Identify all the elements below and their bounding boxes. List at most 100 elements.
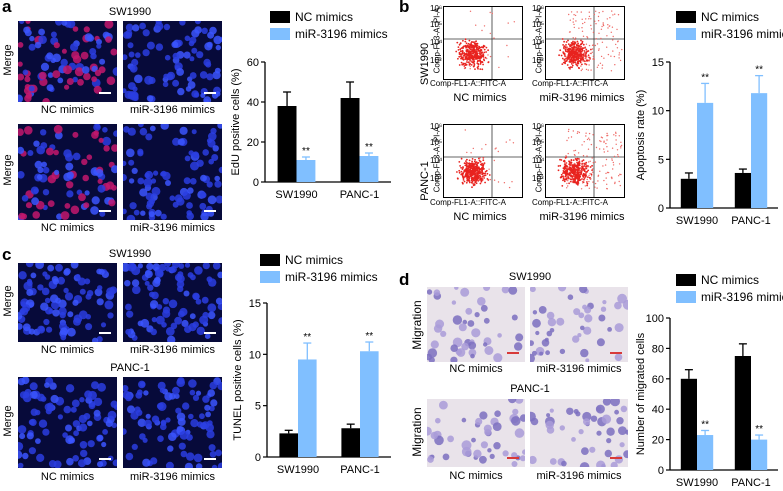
significance-mark: ** <box>365 331 373 342</box>
micro-d-2 <box>530 287 628 362</box>
panel-c-cell-line-top: SW1990 <box>108 248 152 260</box>
panel-d-caption-4: miR-3196 mimics <box>536 470 622 482</box>
y-tick-label: 60 <box>652 374 664 386</box>
flow-x-axis-label-4: Comp-FL1-A::FITC-A <box>532 198 609 207</box>
legend-label-0: NC mimics <box>701 273 759 287</box>
micro-a-2 <box>123 21 222 102</box>
panel-c-caption-3: NC mimics <box>40 471 95 483</box>
flow-tick-16: 10³ <box>532 174 544 183</box>
bar-1-0 <box>340 98 360 182</box>
y-tick-label: 100 <box>646 313 664 325</box>
panel-d-label: d <box>399 270 410 289</box>
legend-label-1: miR-3196 mimics <box>285 270 378 284</box>
micro-c-4 <box>123 377 222 468</box>
y-tick-label: 60 <box>247 57 259 69</box>
bar-0-1 <box>697 102 714 208</box>
significance-mark: ** <box>755 424 763 435</box>
x-tick-label: PANC-1 <box>340 189 380 201</box>
y-tick-label: 10 <box>652 106 664 118</box>
y-tick-label: 0 <box>658 465 664 477</box>
bar-0-0 <box>680 178 697 208</box>
significance-mark: ** <box>365 142 373 153</box>
y-tick-label: 20 <box>652 435 664 447</box>
panel-a-caption-2: miR-3196 mimics <box>130 104 215 116</box>
bar-0-1 <box>296 160 316 182</box>
panel-a-row-label-2: Merge <box>2 154 14 186</box>
panel-b-caption-4: miR-3196 mimics <box>539 211 625 223</box>
x-tick-label: PANC-1 <box>731 215 771 227</box>
panel-b-label: b <box>399 0 410 16</box>
bar-1-0 <box>341 428 360 457</box>
y-tick-label: 5 <box>255 401 261 413</box>
bar-0-0 <box>279 433 298 457</box>
bar-1-0 <box>734 172 751 208</box>
bar-0-1 <box>697 435 714 470</box>
micro-d-4 <box>530 399 628 467</box>
flow-tick-15: 10⁴ <box>532 156 545 165</box>
significance-mark: ** <box>303 332 311 343</box>
flow-plot-3 <box>443 124 523 198</box>
panel-c-caption-2: miR-3196 mimics <box>130 344 215 356</box>
flow-tick-14: 10⁵ <box>532 138 545 147</box>
panel-d-cell-line-top: SW1990 <box>508 271 552 283</box>
flow-tick-7: 10⁴ <box>532 38 545 47</box>
flow-plot-1 <box>443 6 523 80</box>
flow-tick-11: 10⁴ <box>430 156 443 165</box>
panel-c-label: c <box>2 245 12 264</box>
flow-tick-12: 10³ <box>430 174 442 183</box>
chart-d: NC mimics miR-3196 mimics 0 20 40 60 80 100 Numb… <box>635 273 783 489</box>
x-tick-label: SW1990 <box>676 477 718 489</box>
significance-mark: ** <box>701 419 709 430</box>
flow-tick-6: 10⁵ <box>532 20 545 29</box>
bar-0-0 <box>277 106 297 182</box>
y-axis-label: TUNEL positive cells (%) <box>232 319 244 440</box>
panel-d-caption-2: miR-3196 mimics <box>536 363 622 375</box>
panel-c-caption-1: NC mimics <box>40 344 95 356</box>
bar-0-0 <box>680 378 697 470</box>
flow-x-axis-label-2: Comp-FL1-A::FITC-A <box>532 79 609 88</box>
legend-label-1: miR-3196 mimics <box>701 27 783 41</box>
flow-tick-9: 10⁶ <box>430 122 443 131</box>
legend-swatch-1 <box>260 271 280 283</box>
micro-c-2 <box>123 263 222 342</box>
panel-c-row-label-2: Merge <box>2 405 14 437</box>
panel-b-caption-3: NC mimics <box>453 211 507 223</box>
bar-1-1 <box>359 156 379 182</box>
flow-tick-5: 10⁶ <box>532 4 545 13</box>
legend-swatch-0 <box>270 11 290 23</box>
y-tick-label: 5 <box>658 154 664 166</box>
x-tick-label: PANC-1 <box>340 464 380 476</box>
x-tick-label: SW1990 <box>275 189 317 201</box>
flow-tick-8: 10³ <box>532 56 544 65</box>
panel-b-caption-2: miR-3196 mimics <box>539 92 625 104</box>
y-tick-label: 80 <box>652 343 664 355</box>
y-tick-label: 15 <box>249 298 261 310</box>
flow-tick-13: 10⁶ <box>532 122 545 131</box>
y-tick-label: 15 <box>652 57 664 69</box>
panel-d-caption-1: NC mimics <box>449 363 503 375</box>
panel-a-caption-1: NC mimics <box>40 104 95 116</box>
micro-c-1 <box>18 263 117 342</box>
micro-a-3 <box>18 124 117 220</box>
significance-mark: ** <box>701 72 709 83</box>
panel-a-caption-4: miR-3196 mimics <box>130 222 215 234</box>
panel-a-label: a <box>2 0 12 16</box>
flow-plot-4 <box>545 124 625 198</box>
micro-a-1 <box>18 21 117 102</box>
y-tick-label: 20 <box>247 137 259 149</box>
y-axis-label: Apoptosis rate (%) <box>635 90 647 180</box>
y-tick-label: 0 <box>253 177 259 189</box>
panel-a-cell-line: SW1990 <box>108 6 152 18</box>
significance-mark: ** <box>755 65 763 76</box>
panel-d-row-label-1: Migration <box>410 300 424 350</box>
x-tick-label: SW1990 <box>676 215 718 227</box>
micro-a-4 <box>123 124 222 220</box>
legend-swatch-1 <box>270 28 290 40</box>
panel-c-caption-4: miR-3196 mimics <box>130 471 215 483</box>
x-tick-label: SW1990 <box>277 464 319 476</box>
x-tick-label: PANC-1 <box>731 477 771 489</box>
flow-x-axis-label-3: Comp-FL1-A::FITC-A <box>430 198 507 207</box>
flow-x-axis-label-1: Comp-FL1-A::FITC-A <box>430 79 507 88</box>
micro-d-3 <box>427 399 525 467</box>
panel-d-caption-3: NC mimics <box>449 470 503 482</box>
